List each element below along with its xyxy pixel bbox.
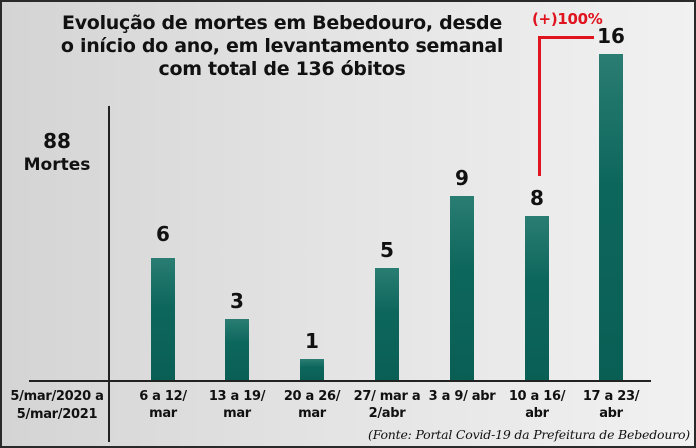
x-tick-line-1: 20 a 26/ xyxy=(283,389,341,404)
bar-3-9-abr xyxy=(450,196,474,380)
bar-value: 3 xyxy=(230,289,244,313)
chart-title: Evolução de mortes em Bebedouro, desde o… xyxy=(2,12,562,81)
previous-total-value: 88 xyxy=(43,129,71,153)
bar-17-23-abr xyxy=(599,54,623,380)
x-tick-line-2: abr xyxy=(525,406,549,421)
x-tick-line-2: abr xyxy=(599,406,623,421)
bar-10-16-abr xyxy=(525,216,549,380)
x-tick-line-2: mar xyxy=(223,406,251,421)
x-tick-label: 13 a 19/ mar xyxy=(197,388,277,422)
x-tick-line-1: 13 a 19/ xyxy=(208,389,266,404)
bar-6-12-mar xyxy=(151,258,175,380)
bar-27-mar-2-abr xyxy=(375,268,399,380)
period-line-1: 5/mar/2020 a xyxy=(10,389,104,404)
title-line-1: Evolução de mortes em Bebedouro, desde xyxy=(62,12,502,34)
increase-annotation-label: (+)100% xyxy=(532,10,603,28)
bar-value: 1 xyxy=(305,329,319,353)
x-tick-label: 3 a 9/ abr xyxy=(422,388,502,405)
x-tick-label: 17 a 23/ abr xyxy=(571,388,651,422)
bar-value: 5 xyxy=(380,238,394,262)
x-tick-label: 20 a 26/ mar xyxy=(272,388,352,422)
source-caption: (Fonte: Portal Covid-19 da Prefeitura de… xyxy=(368,427,690,442)
previous-period-label: 5/mar/2020 a 5/mar/2021 xyxy=(8,388,106,424)
previous-total-label: Mortes xyxy=(23,155,91,175)
bar-value: 8 xyxy=(530,186,544,210)
previous-period-total: 88 Mortes xyxy=(12,128,102,176)
bar-value: 9 xyxy=(455,166,469,190)
x-tick-line-1: 10 a 16/ xyxy=(508,389,566,404)
bar-value: 6 xyxy=(156,222,170,246)
period-divider-line xyxy=(108,106,110,442)
x-tick-line-1: 27/ mar a xyxy=(353,389,421,404)
x-tick-label: 10 a 16/ abr xyxy=(497,388,577,422)
x-tick-line-1: 3 a 9/ abr xyxy=(428,389,496,404)
title-line-3: com total de 136 óbitos xyxy=(158,58,406,80)
x-tick-line-2: mar xyxy=(149,406,177,421)
title-line-2: o início do ano, em levantamento semanal xyxy=(60,35,504,57)
bar-value: 16 xyxy=(597,24,625,48)
x-tick-line-1: 6 a 12/ xyxy=(139,389,187,404)
x-tick-line-1: 17 a 23/ xyxy=(582,389,640,404)
x-tick-line-2: 2/abr xyxy=(368,406,406,421)
bar-13-19-mar xyxy=(225,319,249,380)
increase-annotation-bracket-h xyxy=(538,36,594,39)
x-tick-label: 27/ mar a 2/abr xyxy=(347,388,427,422)
period-line-2: 5/mar/2021 xyxy=(16,407,98,422)
bar-20-26-mar xyxy=(300,359,324,380)
x-tick-label: 6 a 12/ mar xyxy=(123,388,203,422)
increase-annotation-bracket-v xyxy=(538,36,541,176)
x-tick-line-2: mar xyxy=(298,406,326,421)
x-axis-line xyxy=(29,380,651,382)
